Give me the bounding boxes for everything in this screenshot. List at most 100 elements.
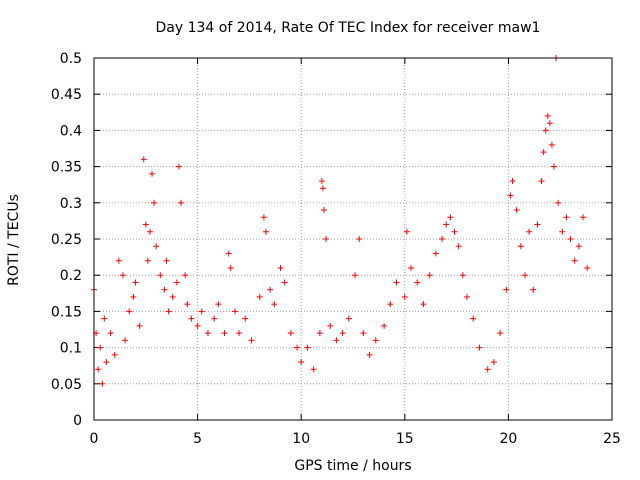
data-point xyxy=(333,337,340,344)
data-point xyxy=(563,214,570,221)
data-point xyxy=(339,330,346,337)
data-point xyxy=(318,178,325,185)
data-point xyxy=(248,337,255,344)
data-point xyxy=(521,272,528,279)
x-tick-label: 10 xyxy=(292,431,310,447)
data-point xyxy=(188,315,195,322)
data-point xyxy=(173,279,180,286)
data-point xyxy=(323,236,330,242)
data-point xyxy=(221,330,228,337)
data-point xyxy=(542,127,549,134)
data-point xyxy=(403,228,410,235)
data-point xyxy=(122,337,129,344)
y-axis-label: ROTI / TECUs xyxy=(6,194,22,286)
data-point xyxy=(538,178,545,185)
data-point xyxy=(381,322,388,329)
data-point xyxy=(103,359,110,366)
data-point xyxy=(97,344,104,351)
data-point xyxy=(546,120,553,127)
data-point xyxy=(470,315,477,322)
data-point xyxy=(352,272,359,279)
data-point xyxy=(345,315,352,322)
data-point xyxy=(548,141,555,148)
data-point xyxy=(360,330,367,337)
y-tick-label: 0.45 xyxy=(51,87,82,103)
data-point xyxy=(559,228,566,235)
data-point xyxy=(227,264,234,271)
data-point xyxy=(356,236,363,242)
data-point xyxy=(517,243,524,250)
y-tick-label: 0.5 xyxy=(60,51,82,67)
y-tick-label: 0.25 xyxy=(51,232,82,248)
x-axis-label: GPS time / hours xyxy=(294,458,411,474)
y-tick-label: 0 xyxy=(73,413,82,429)
data-point xyxy=(575,243,582,250)
data-point xyxy=(163,257,170,264)
data-point xyxy=(490,359,497,366)
data-point xyxy=(256,293,263,300)
data-point xyxy=(319,185,326,192)
data-point xyxy=(120,272,127,279)
data-point xyxy=(169,293,176,300)
data-point xyxy=(503,286,510,293)
grid xyxy=(94,58,612,420)
data-point xyxy=(509,178,516,185)
data-point xyxy=(153,243,160,250)
data-point xyxy=(267,286,274,293)
data-point xyxy=(298,359,305,366)
data-point xyxy=(366,351,373,358)
data-point xyxy=(262,228,269,235)
data-point xyxy=(225,250,232,257)
x-tick-label: 25 xyxy=(603,431,621,447)
data-point xyxy=(408,264,415,271)
data-point xyxy=(115,257,122,264)
data-point xyxy=(439,236,446,242)
data-point xyxy=(544,112,551,119)
data-point xyxy=(194,322,201,329)
data-point xyxy=(447,214,454,221)
data-point xyxy=(476,344,483,351)
y-tick-label: 0.1 xyxy=(60,341,82,357)
data-point xyxy=(513,207,520,214)
data-point xyxy=(211,315,218,322)
data-point xyxy=(144,257,151,264)
data-point xyxy=(432,250,439,257)
x-tick-label: 20 xyxy=(499,431,517,447)
data-point xyxy=(287,330,294,337)
data-point xyxy=(182,272,189,279)
data-point xyxy=(497,330,504,337)
data-point xyxy=(204,330,211,337)
data-point xyxy=(140,156,147,163)
data-point xyxy=(526,228,533,235)
data-point xyxy=(372,337,379,344)
data-point xyxy=(579,214,586,221)
data-point xyxy=(555,199,562,206)
data-point xyxy=(401,293,408,300)
data-point xyxy=(281,279,288,286)
data-point xyxy=(151,199,158,206)
data-point xyxy=(178,199,185,206)
x-tick-label: 5 xyxy=(193,431,202,447)
data-point xyxy=(132,279,139,286)
data-point xyxy=(242,315,249,322)
data-point xyxy=(443,221,450,228)
data-point xyxy=(426,272,433,279)
data-point xyxy=(420,301,427,308)
data-point xyxy=(530,286,537,293)
axis-ticks: 0 5 10 15 20 25 0 0.05 0.1 0.15 0.2 0.25 0.3 0.35 0.4 0… xyxy=(51,51,621,447)
data-point xyxy=(126,308,133,315)
data-point xyxy=(393,279,400,286)
data-point xyxy=(198,308,205,315)
data-point xyxy=(101,315,108,322)
data-point xyxy=(175,163,182,170)
data-point xyxy=(387,301,394,308)
data-point xyxy=(142,221,149,228)
data-point xyxy=(484,366,491,373)
data-point xyxy=(320,207,327,214)
data-point xyxy=(271,301,278,308)
y-tick-label: 0.35 xyxy=(51,160,82,176)
data-point xyxy=(260,214,267,221)
y-tick-label: 0.15 xyxy=(51,304,82,320)
data-point xyxy=(161,286,168,293)
